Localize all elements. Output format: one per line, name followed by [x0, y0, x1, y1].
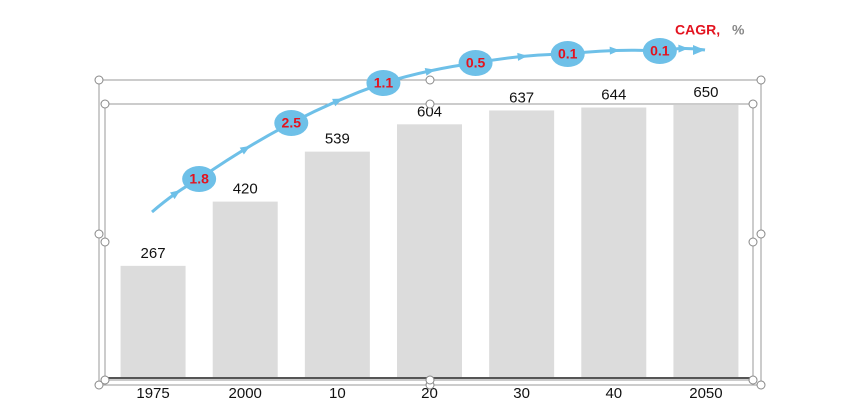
selection-handles — [94, 75, 766, 390]
bar — [120, 265, 186, 378]
arrow-tick — [517, 52, 528, 61]
value-label: 644 — [601, 86, 626, 103]
cagr-bubble — [274, 110, 309, 136]
cagr-bubble — [550, 41, 585, 67]
arrow-tick — [609, 46, 620, 55]
handle — [756, 380, 766, 390]
cagr-bubble — [182, 166, 217, 192]
x-tick-label: 1975 — [136, 385, 169, 402]
value-label: 650 — [693, 84, 718, 101]
arrow-tick — [239, 145, 251, 155]
value-label: 637 — [509, 89, 534, 106]
handle — [425, 75, 435, 85]
bar — [212, 201, 278, 378]
bar — [397, 124, 462, 378]
bar — [304, 151, 370, 378]
cagr-label: CAGR, — [675, 22, 720, 38]
handle — [425, 375, 435, 385]
cagr-bubble — [458, 50, 493, 76]
cagr-arrow — [151, 47, 706, 214]
arrow-tick — [678, 44, 689, 53]
value-label: 604 — [417, 103, 442, 120]
x-tick-label: 20 — [421, 385, 438, 402]
value-label: 267 — [141, 245, 166, 262]
arrow-tick — [332, 98, 343, 107]
cagr-value: 0.1 — [650, 43, 670, 59]
handle — [756, 229, 766, 239]
handle — [748, 99, 758, 109]
handle — [94, 229, 104, 239]
cagr-unit: % — [732, 22, 745, 38]
x-tick-label: 2050 — [689, 385, 722, 402]
x-tick-label: 40 — [605, 385, 622, 402]
handle — [748, 237, 758, 247]
x-tick-label: 10 — [329, 385, 346, 402]
x-tick-label: 2000 — [229, 385, 262, 402]
value-label: 539 — [325, 131, 350, 148]
cagr-bubble — [642, 38, 677, 64]
value-label: 420 — [233, 181, 258, 198]
handle — [94, 75, 104, 85]
handle — [756, 75, 766, 85]
handle — [425, 99, 435, 109]
cagr-value: 2.5 — [282, 115, 302, 131]
cagr-value: 1.1 — [374, 75, 394, 91]
arrow-head — [693, 45, 705, 55]
cagr-value: 1.8 — [189, 171, 209, 187]
cagr-value: 0.1 — [558, 46, 578, 62]
plot: 267 1975 420 2000 539 10 604 20 637 30 644 40 650 205… — [107, 38, 752, 402]
arrow-tick — [170, 190, 181, 200]
handle — [100, 237, 110, 247]
handle — [94, 380, 104, 390]
bar — [673, 105, 739, 378]
bar — [489, 110, 555, 379]
handle — [748, 375, 758, 385]
x-tick-label: 30 — [513, 385, 530, 402]
handle — [100, 99, 110, 109]
cagr-value: 0.5 — [466, 55, 486, 71]
cagr-bubble — [366, 70, 401, 96]
handle — [100, 375, 110, 385]
arrow-tick — [424, 67, 436, 76]
bar — [581, 107, 647, 379]
